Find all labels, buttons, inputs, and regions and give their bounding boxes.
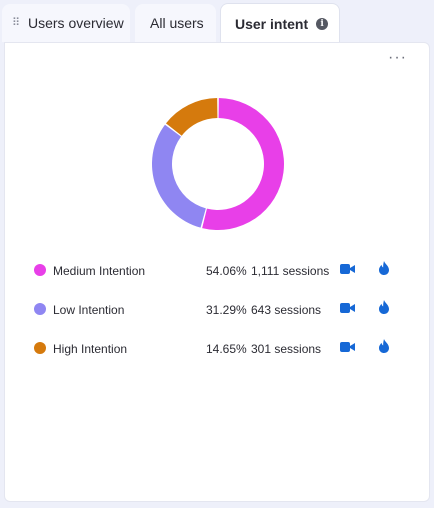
tab-users-overview[interactable]: ⠿ Users overview [2,4,130,42]
legend-color-dot [34,264,46,276]
fire-icon[interactable] [378,339,390,356]
donut-slice-medium-intention[interactable] [202,98,284,230]
legend-label: Low Intention [53,303,125,317]
video-camera-icon[interactable] [340,302,355,317]
tab-label: User intent [235,15,309,32]
legend-item-medium-intention: Medium Intention 54.06% 1,111 sessions [5,261,431,281]
more-options-icon[interactable]: ··· [388,49,407,66]
legend-percent: 54.06% [206,264,247,278]
fire-icon[interactable] [378,261,390,278]
info-icon[interactable]: i [316,17,329,30]
legend-color-dot [34,303,46,315]
intent-donut-chart [151,98,284,230]
tab-label: All users [150,15,204,31]
legend-sessions: 301 sessions [251,342,322,356]
legend-sessions: 643 sessions [251,303,322,317]
tab-label: Users overview [28,15,124,31]
drag-handle-icon[interactable]: ⠿ [12,16,22,29]
video-camera-icon[interactable] [340,341,355,356]
legend-item-low-intention: Low Intention 31.29% 643 sessions [5,300,431,320]
legend-label: High Intention [53,342,128,356]
donut-slice-low-intention[interactable] [151,124,206,228]
tab-all-users[interactable]: All users [135,4,216,42]
tab-user-intent[interactable]: User intent i [220,3,340,43]
legend-item-high-intention: High Intention 14.65% 301 sessions [5,339,431,359]
fire-icon[interactable] [378,300,390,317]
video-camera-icon[interactable] [340,263,355,278]
legend-percent: 14.65% [206,342,247,356]
legend-percent: 31.29% [206,303,247,317]
user-intent-card: ··· Medium Intention 54.06% 1,111 sessio… [4,42,430,502]
tab-bar: ⠿ Users overview All users User intent i [0,0,434,44]
legend-label: Medium Intention [53,264,146,278]
donut-slice-high-intention[interactable] [165,98,218,136]
legend-sessions: 1,111 sessions [251,264,330,278]
legend-color-dot [34,342,46,354]
